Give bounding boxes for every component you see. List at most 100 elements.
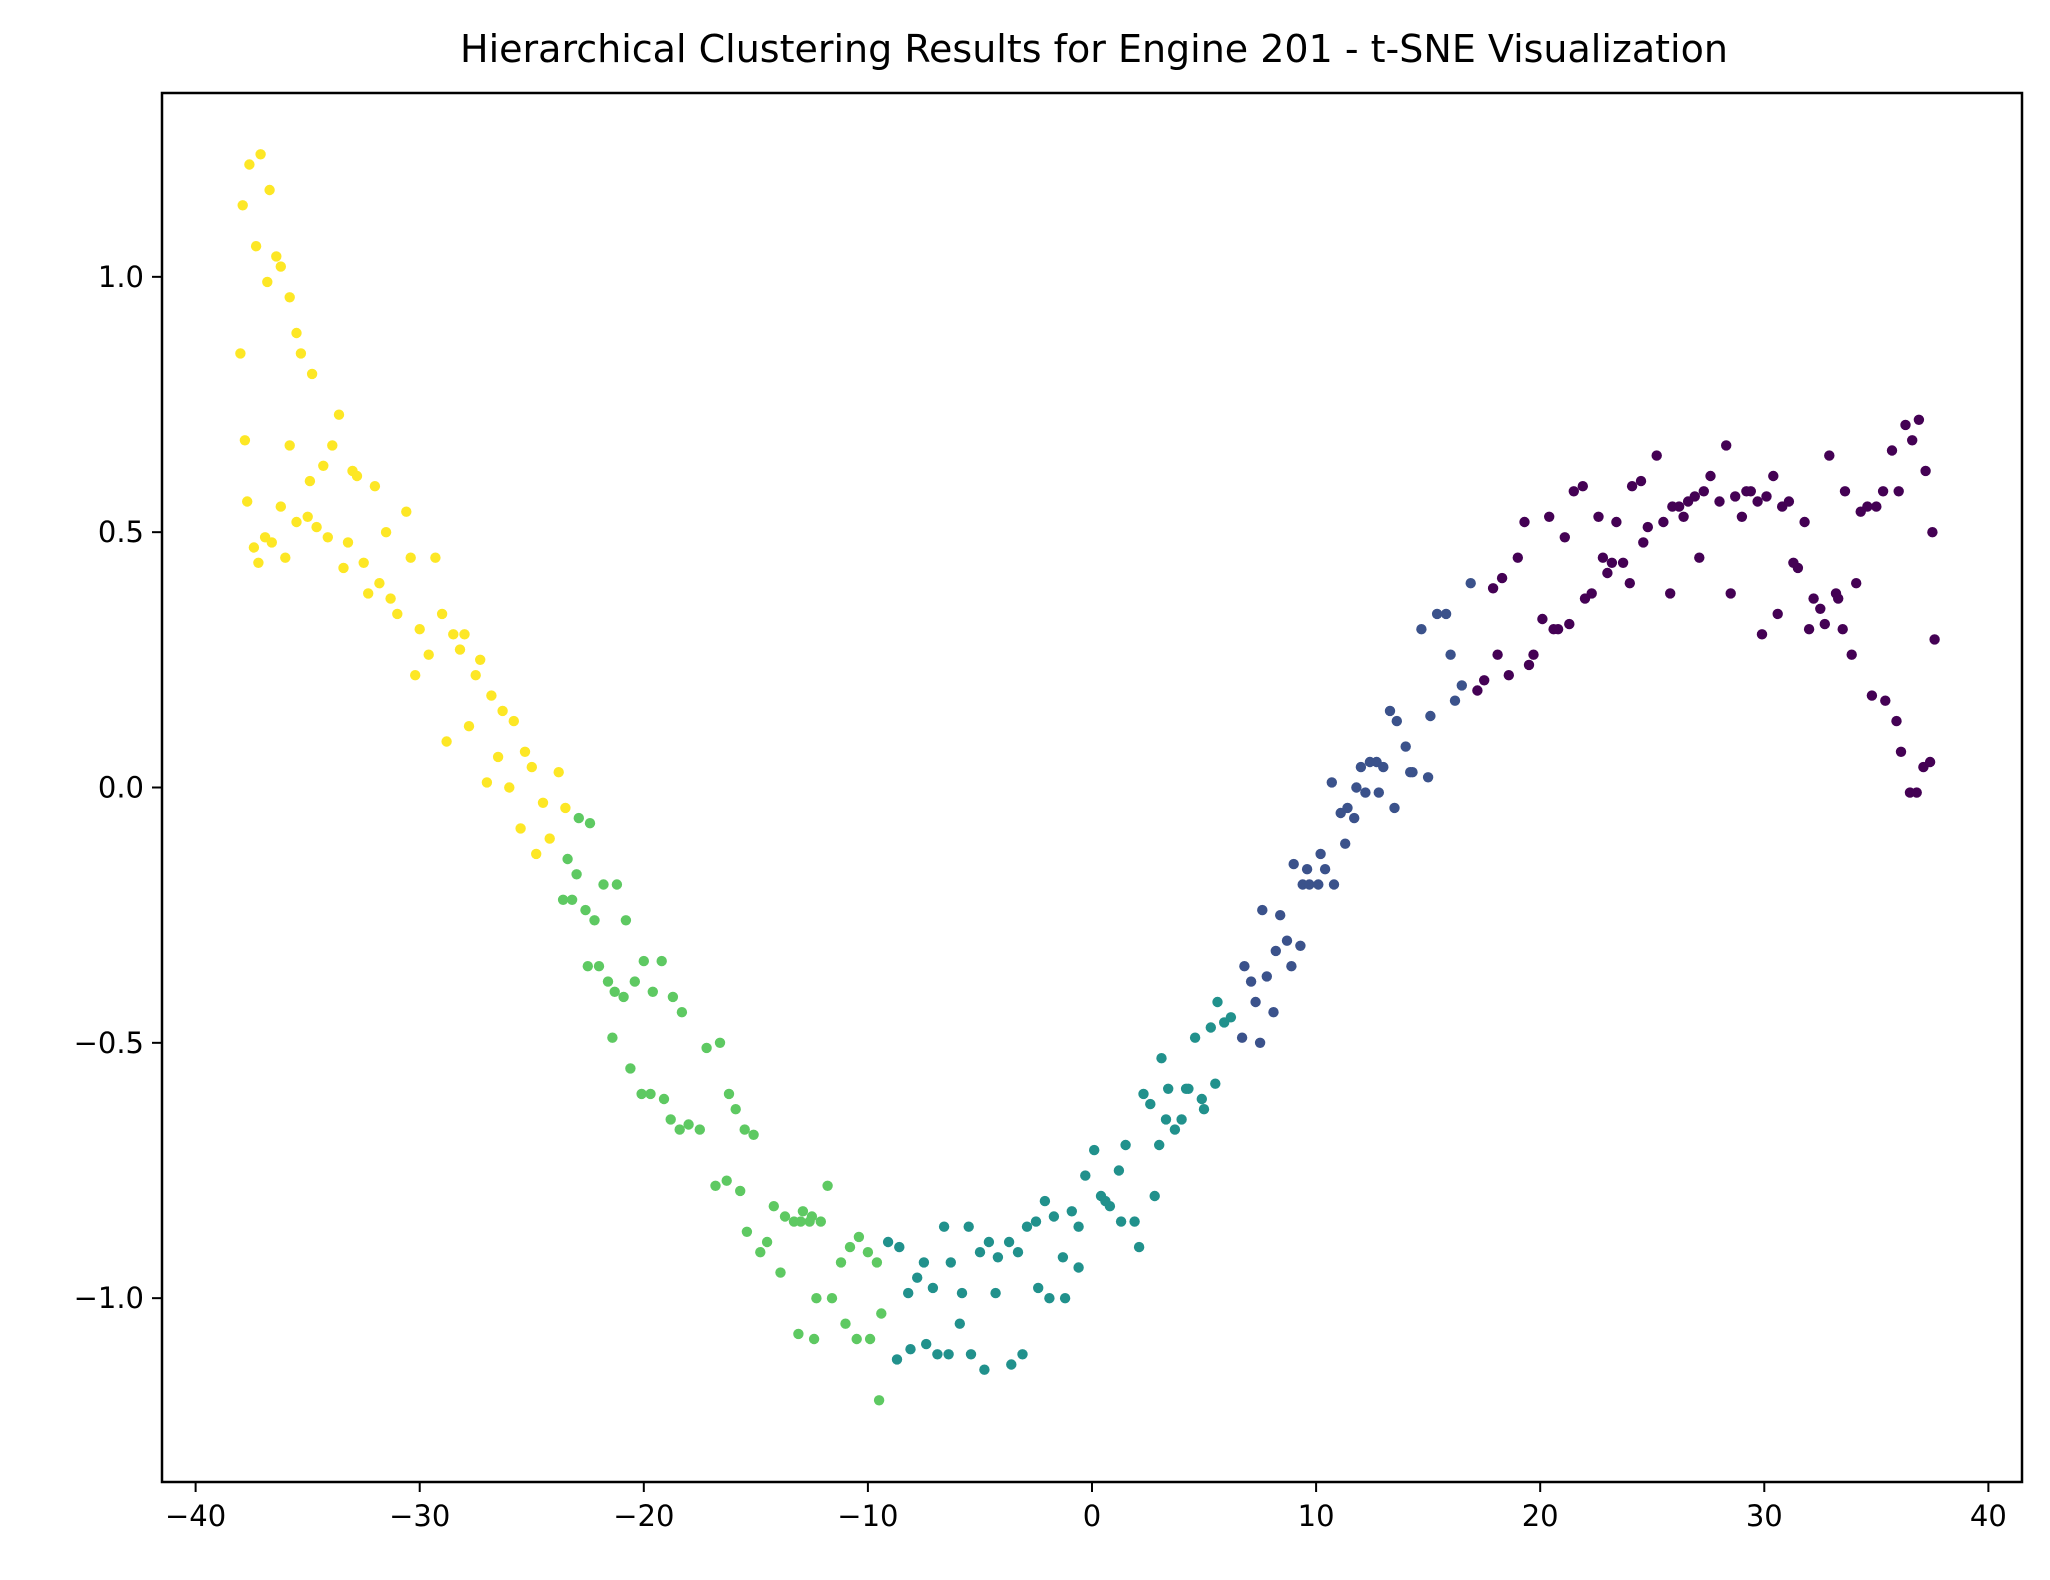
x-tick-label: −40 xyxy=(165,1499,226,1533)
data-point xyxy=(1416,624,1427,635)
data-point xyxy=(768,1201,779,1212)
data-point xyxy=(235,348,246,359)
data-point xyxy=(566,894,578,905)
data-point xyxy=(1871,501,1882,512)
data-point xyxy=(338,562,349,574)
data-point xyxy=(275,261,286,272)
data-point xyxy=(1694,552,1705,563)
data-point xyxy=(674,1124,685,1135)
data-point xyxy=(1030,1216,1042,1227)
data-point xyxy=(840,1318,851,1329)
data-point xyxy=(1487,583,1499,594)
x-tick-label: −30 xyxy=(389,1499,450,1533)
data-point xyxy=(385,593,396,604)
data-point xyxy=(1405,767,1416,778)
data-point xyxy=(459,629,470,640)
data-point xyxy=(1819,618,1831,630)
data-point xyxy=(284,440,295,451)
data-point xyxy=(1449,695,1461,706)
data-point xyxy=(262,276,273,288)
data-point xyxy=(248,542,260,553)
data-point xyxy=(945,1257,956,1268)
data-point xyxy=(1295,940,1306,951)
data-point xyxy=(811,1293,822,1304)
data-point xyxy=(1638,537,1649,548)
data-point xyxy=(826,1293,838,1304)
data-point xyxy=(1057,1252,1069,1263)
data-point xyxy=(405,552,416,563)
x-tick-label: 30 xyxy=(1746,1499,1783,1533)
data-point xyxy=(1422,772,1434,783)
data-point xyxy=(1837,624,1848,635)
data-point xyxy=(1877,486,1889,497)
data-point xyxy=(1349,812,1360,824)
data-point xyxy=(1602,567,1613,579)
data-point xyxy=(1752,496,1763,507)
data-point xyxy=(311,521,322,533)
data-point xyxy=(1149,1190,1160,1202)
data-point xyxy=(475,654,486,665)
data-point xyxy=(1496,572,1508,584)
data-point xyxy=(342,537,354,548)
data-point xyxy=(1378,761,1389,773)
cluster-series-2 xyxy=(557,812,887,1406)
x-tick-label: 40 xyxy=(1970,1499,2007,1533)
data-point xyxy=(1006,1359,1017,1370)
data-point xyxy=(486,690,497,701)
data-point xyxy=(1319,864,1331,875)
data-point xyxy=(1286,961,1297,972)
data-point xyxy=(1665,588,1676,599)
data-point xyxy=(295,348,307,359)
data-point xyxy=(504,782,515,793)
data-point xyxy=(1073,1262,1084,1273)
data-point xyxy=(481,777,493,788)
data-point xyxy=(448,629,459,640)
data-point xyxy=(873,1395,885,1406)
data-point xyxy=(255,149,266,160)
data-point xyxy=(410,670,421,681)
data-point xyxy=(291,516,302,528)
data-point xyxy=(938,1221,950,1232)
data-point xyxy=(748,1129,759,1141)
data-point xyxy=(1100,1195,1111,1207)
plot-area-frame xyxy=(160,91,2024,1484)
data-point xyxy=(1254,1037,1266,1049)
data-point xyxy=(584,818,596,829)
cluster-series-5 xyxy=(1472,414,1940,798)
data-point xyxy=(1658,516,1669,528)
data-point xyxy=(1833,593,1844,604)
data-point xyxy=(582,961,593,972)
data-point xyxy=(755,1247,766,1258)
data-point xyxy=(580,904,591,916)
data-point xyxy=(333,409,345,420)
data-point xyxy=(497,705,508,717)
data-point xyxy=(1730,491,1741,502)
data-point xyxy=(761,1236,773,1248)
data-point xyxy=(636,1088,647,1100)
data-point xyxy=(304,475,316,487)
data-point xyxy=(1113,1165,1125,1176)
data-point xyxy=(436,608,448,620)
data-point xyxy=(1176,1114,1187,1125)
data-point xyxy=(1196,1093,1208,1105)
data-point xyxy=(492,751,504,763)
data-point xyxy=(553,767,564,778)
data-point xyxy=(1635,475,1647,487)
data-point xyxy=(1236,1032,1248,1043)
data-point xyxy=(589,915,600,926)
data-point xyxy=(1880,695,1891,706)
data-point xyxy=(723,1088,735,1100)
data-point xyxy=(694,1124,705,1135)
data-point xyxy=(1927,527,1938,538)
data-point xyxy=(1089,1144,1100,1156)
data-point xyxy=(1597,552,1609,563)
data-point xyxy=(1579,593,1591,604)
x-tick-label: −10 xyxy=(837,1499,898,1533)
data-point xyxy=(291,327,302,339)
data-point xyxy=(1866,690,1878,701)
data-point xyxy=(1544,511,1555,522)
data-point xyxy=(992,1252,1004,1263)
data-point xyxy=(275,501,286,512)
data-point xyxy=(667,991,679,1003)
data-point xyxy=(1440,608,1452,620)
